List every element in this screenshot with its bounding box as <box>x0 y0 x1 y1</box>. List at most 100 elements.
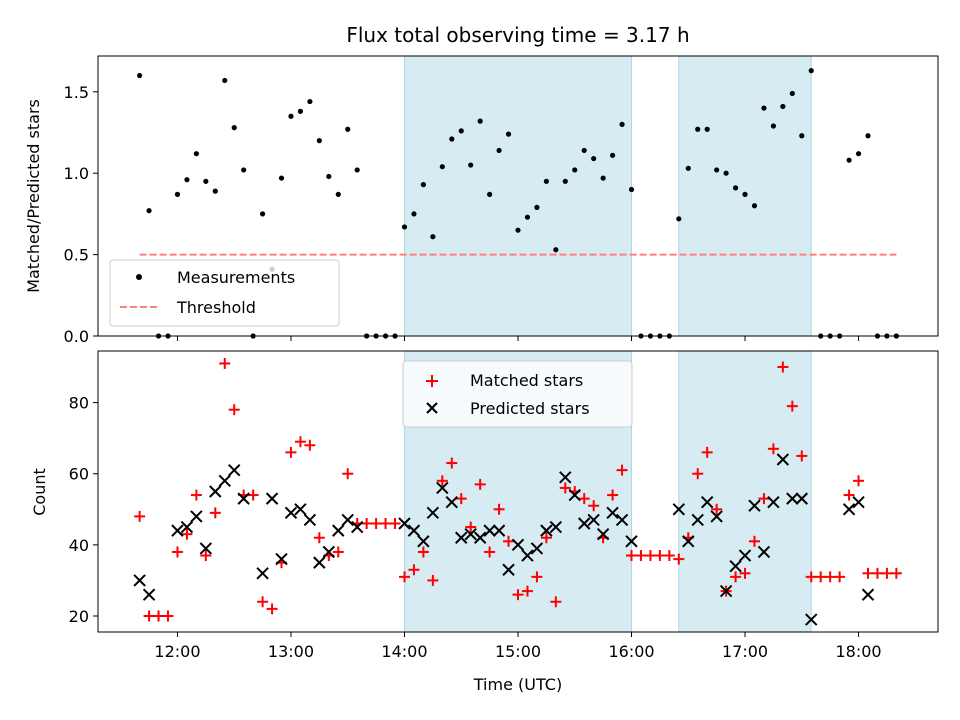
measurement-point <box>259 211 266 217</box>
matched-star-point <box>843 489 855 501</box>
measurement-point <box>193 151 199 157</box>
measurement-point <box>846 157 852 163</box>
count-shaded-interval <box>678 350 812 633</box>
predicted-star-point <box>776 453 790 466</box>
measurement-point <box>770 123 777 129</box>
predicted-star-point <box>729 559 742 573</box>
count-y-tick-label: 20 <box>69 607 89 626</box>
measurement-point <box>865 133 871 139</box>
predicted-star-point <box>757 545 771 559</box>
measurement-point <box>174 191 181 197</box>
matched-star-point <box>427 574 439 586</box>
predicted-star-point <box>142 588 156 601</box>
predicted-star-point <box>426 506 440 520</box>
measurement-point <box>572 167 578 173</box>
matched-star-point <box>805 571 817 583</box>
matched-star-point <box>654 550 666 562</box>
predicted-star-point <box>691 513 704 527</box>
measurement-point <box>685 165 691 171</box>
predicted-star-point <box>303 513 317 527</box>
legend-threshold-label: Threshold <box>176 298 256 317</box>
ratio-y-tick-label: 0.5 <box>64 246 89 265</box>
measurement-point <box>326 173 332 180</box>
predicted-star-point <box>332 524 345 537</box>
legend-matched-marker <box>426 375 438 387</box>
time-x-tick-label: 16:00 <box>608 642 654 661</box>
matched-star-point <box>408 564 420 576</box>
measurement-point <box>628 186 635 193</box>
predicted-star-point <box>530 542 544 555</box>
matched-star-point <box>266 603 278 615</box>
matched-star-point <box>834 571 846 583</box>
matched-star-point <box>417 546 429 558</box>
measurement-point <box>401 224 408 230</box>
predicted-star-point <box>284 506 298 520</box>
matched-star-point <box>200 550 212 562</box>
matched-star-point <box>134 510 146 522</box>
predicted-star-point <box>436 481 449 495</box>
predicted-star-point <box>190 510 203 523</box>
time-x-tick-label: 13:00 <box>268 642 314 661</box>
matched-star-point <box>739 567 751 579</box>
predicted-star-point <box>502 563 515 576</box>
measurement-point <box>241 167 247 173</box>
measurement-point <box>515 227 521 233</box>
count-legend-box <box>402 360 633 428</box>
predicted-star-point <box>748 499 761 512</box>
predicted-star-point <box>398 517 411 530</box>
predicted-star-point <box>180 520 194 534</box>
time-x-tick-label: 17:00 <box>722 642 768 661</box>
matched-star-point <box>171 546 183 558</box>
matched-star-point <box>748 535 760 547</box>
matched-star-point <box>588 500 600 512</box>
matched-star-point <box>730 571 742 583</box>
measurement-point <box>487 191 493 197</box>
measurement-point <box>439 164 445 170</box>
measurement-point <box>581 147 587 154</box>
measurement-point <box>468 162 474 168</box>
matched-star-point <box>370 518 382 530</box>
matched-star-point <box>361 518 373 530</box>
count-panel: 20 40 60 80 12:00 13:00 14:00 15:00 16:00 17:00 18… <box>30 350 939 694</box>
measurement-point <box>203 178 209 184</box>
predicted-star-point <box>625 535 638 548</box>
matched-star-point <box>635 550 647 562</box>
matched-star-point <box>531 571 543 583</box>
count-y-tick-label: 40 <box>69 536 89 555</box>
matched-star-point <box>815 571 827 583</box>
predicted-star-point <box>407 524 421 537</box>
predicted-star-point <box>464 527 477 541</box>
matched-star-point <box>228 404 240 416</box>
matched-star-point <box>644 550 656 562</box>
matched-star-point <box>559 482 571 494</box>
predicted-star-point <box>795 492 808 505</box>
matched-star-point <box>474 478 486 490</box>
matched-star-point <box>512 589 524 601</box>
matched-star-point <box>711 503 723 515</box>
predicted-star-point <box>786 492 799 505</box>
measurement-point <box>505 131 512 137</box>
predicted-star-point <box>237 492 250 505</box>
measurement-point <box>562 178 568 184</box>
predicted-star-point <box>842 503 856 516</box>
measurement-point <box>543 178 549 184</box>
measurement-point <box>345 126 351 132</box>
matched-star-point <box>758 493 770 505</box>
matched-star-point <box>853 475 865 487</box>
matched-star-point <box>398 571 410 583</box>
matched-star-point <box>786 400 798 412</box>
matched-star-point <box>436 475 448 487</box>
legend-predicted-marker <box>426 402 438 414</box>
predicted-star-point <box>700 495 714 509</box>
matched-star-point <box>777 361 789 373</box>
predicted-star-point <box>228 463 241 477</box>
matched-star-point <box>692 468 704 480</box>
measurement-point <box>458 128 464 134</box>
matched-star-point <box>890 567 902 579</box>
matched-star-point <box>219 357 231 369</box>
measurement-point <box>430 234 436 240</box>
measurement-point <box>742 191 748 197</box>
measurement-point <box>591 155 597 162</box>
predicted-star-point <box>615 513 629 527</box>
matched-star-point <box>871 567 883 579</box>
